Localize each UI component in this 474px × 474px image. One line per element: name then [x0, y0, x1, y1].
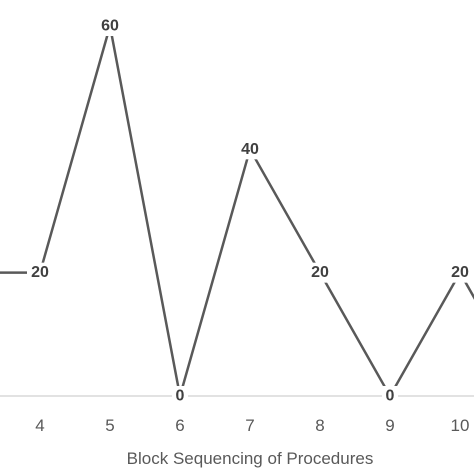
data-label: 20	[451, 264, 469, 281]
x-axis-title: Block Sequencing of Procedures	[127, 449, 374, 468]
x-tick-label: 10	[451, 416, 470, 435]
data-label: 0	[176, 388, 185, 405]
data-label: 20	[31, 264, 49, 281]
data-label-background	[27, 262, 53, 283]
x-tick-label: 4	[35, 416, 44, 435]
x-tick-label: 6	[175, 416, 184, 435]
x-tick-label: 7	[245, 416, 254, 435]
x-tick-label: 5	[105, 416, 114, 435]
x-axis-tick-labels: 4 5 6 7 8 9 10	[35, 416, 469, 435]
series-line	[0, 25, 474, 399]
data-label: 0	[386, 388, 395, 405]
data-label-background	[307, 262, 333, 283]
data-label: 20	[311, 264, 329, 281]
data-label-background	[382, 386, 398, 406]
x-tick-label: 9	[385, 416, 394, 435]
data-label-background	[237, 139, 263, 160]
x-tick-label: 8	[315, 416, 324, 435]
data-labels: 20 60 0 40 20 0 20	[27, 16, 473, 406]
data-label-background	[97, 16, 123, 36]
data-label: 60	[101, 18, 119, 35]
data-label: 40	[241, 141, 259, 158]
data-label-background	[172, 386, 188, 406]
data-label-background	[447, 262, 473, 283]
